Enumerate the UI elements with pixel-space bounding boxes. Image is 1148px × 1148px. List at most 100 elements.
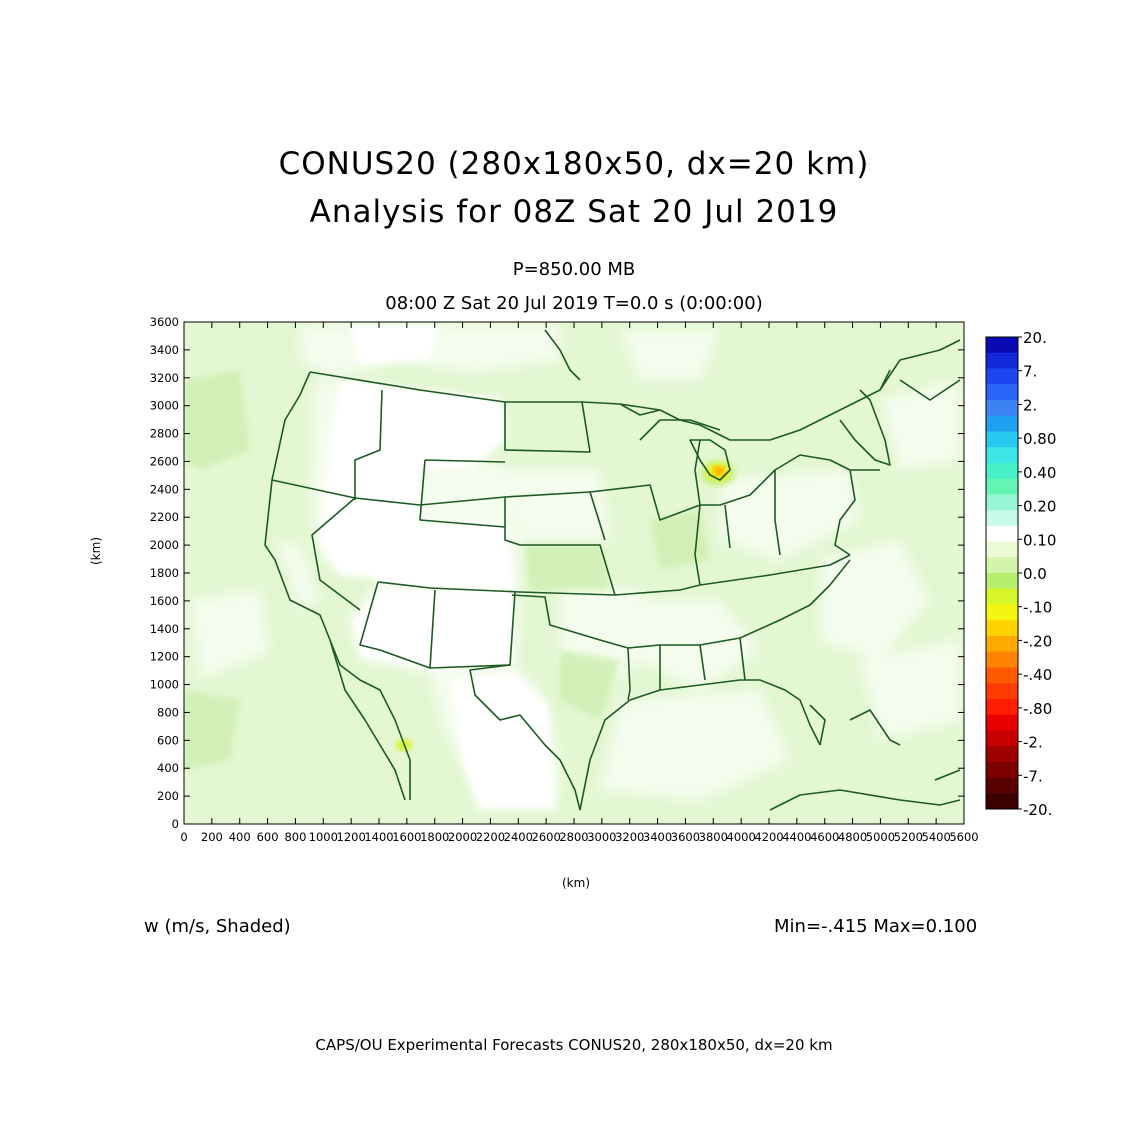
colorbar-swatch — [986, 730, 1018, 747]
colorbar-swatch — [986, 525, 1018, 543]
x-tick-label: 4200 — [754, 830, 783, 844]
x-tick-label: 3800 — [699, 830, 728, 844]
x-tick-label: 3200 — [615, 830, 644, 844]
x-tick-label: 3600 — [671, 830, 700, 844]
y-tick-label: 0 — [172, 817, 179, 831]
colorbar-swatch — [986, 337, 1018, 354]
y-tick-label: 600 — [157, 733, 179, 747]
x-tick-label: 2400 — [504, 830, 533, 844]
colorbar-label: -.40 — [1023, 666, 1052, 684]
x-tick-label: 4800 — [838, 830, 867, 844]
y-tick-label: 400 — [157, 761, 179, 775]
y-axis-label: (km) — [89, 536, 103, 565]
x-tick-label: 4600 — [810, 830, 839, 844]
colorbar-swatch — [986, 698, 1018, 716]
y-tick-label: 3200 — [150, 371, 179, 385]
colorbar-label: 0.20 — [1023, 498, 1056, 516]
colorbar-swatch — [986, 588, 1018, 605]
x-tick-label: 600 — [257, 830, 279, 844]
x-tick-label: 1000 — [309, 830, 338, 844]
y-tick-label: 1000 — [150, 678, 179, 692]
colorbar-label: 20. — [1023, 329, 1047, 347]
colorbar-swatch — [986, 415, 1018, 432]
x-tick-label: 5200 — [894, 830, 923, 844]
colorbar-label: 7. — [1023, 363, 1037, 381]
x-tick-label: 1800 — [420, 830, 449, 844]
map-outlines — [264, 329, 961, 811]
y-tick-label: 2800 — [150, 427, 179, 441]
x-axis-ticks: 0 200 400 600 800 100012001400160018002000220… — [180, 322, 979, 844]
colorbar-label: -.20 — [1023, 632, 1052, 650]
colorbar-swatch — [986, 604, 1018, 621]
colorbar-label: 0.40 — [1023, 464, 1056, 482]
x-tick-label: 2200 — [476, 830, 505, 844]
colorbar-label: -20. — [1023, 801, 1052, 819]
pressure-level-label: P=850.00 MB — [512, 259, 636, 280]
michigan — [689, 439, 731, 481]
w-field-shading — [184, 322, 964, 824]
y-tick-label: 1400 — [150, 622, 179, 636]
x-tick-label: 1400 — [364, 830, 393, 844]
x-tick-label: 4400 — [782, 830, 811, 844]
y-tick-label: 2400 — [150, 482, 179, 496]
chart-title-line2: Analysis for 08Z Sat 20 Jul 2019 — [309, 194, 839, 230]
colorbar-swatch — [986, 368, 1018, 385]
x-tick-label: 200 — [201, 830, 223, 844]
x-tick-label: 1200 — [337, 830, 366, 844]
y-tick-label: 2600 — [150, 454, 179, 468]
y-tick-label: 1200 — [150, 650, 179, 664]
x-tick-label: 800 — [284, 830, 306, 844]
colorbar-label: -.10 — [1023, 599, 1052, 617]
colorbar-swatch — [986, 573, 1018, 590]
x-tick-label: 2000 — [448, 830, 477, 844]
x-axis-label: (km) — [562, 876, 591, 890]
colorbar-swatch — [986, 447, 1018, 464]
x-tick-label: 400 — [229, 830, 251, 844]
colorbar-swatch — [986, 557, 1018, 574]
colorbar-swatch — [986, 793, 1018, 810]
colorbar-swatch — [986, 620, 1018, 637]
y-tick-label: 200 — [157, 789, 179, 803]
x-tick-label: 5600 — [949, 830, 978, 844]
colorbar-swatch — [986, 462, 1018, 480]
chart-title-line1: CONUS20 (280x180x50, dx=20 km) — [278, 146, 870, 182]
west-coast — [264, 371, 411, 800]
y-tick-label: 1600 — [150, 594, 179, 608]
colorbar: 20. 7. 2. 0.80 0.40 0.20 0.10 0.0 -.10 -.20 -.40 -.… — [985, 329, 1056, 819]
y-tick-label: 2200 — [150, 510, 179, 524]
y-tick-label: 800 — [157, 705, 179, 719]
colorbar-swatch — [986, 761, 1018, 779]
colorbar-swatch — [986, 494, 1018, 511]
x-tick-label: 3400 — [643, 830, 672, 844]
y-tick-label: 3000 — [150, 399, 179, 413]
colorbar-label: -.80 — [1023, 700, 1052, 718]
y-tick-label: 3600 — [150, 315, 179, 329]
colorbar-swatch — [986, 384, 1018, 401]
x-tick-label: 3000 — [587, 830, 616, 844]
x-tick-label: 2600 — [532, 830, 561, 844]
y-tick-label: 3400 — [150, 343, 179, 357]
colorbar-label: -2. — [1023, 734, 1043, 752]
colorbar-label: -7. — [1023, 767, 1043, 785]
y-tick-label: 2000 — [150, 538, 179, 552]
colorbar-swatch — [986, 478, 1018, 495]
colorbar-swatch — [986, 714, 1018, 731]
colorbar-swatch — [986, 541, 1018, 558]
footer-credit: CAPS/OU Experimental Forecasts CONUS20, … — [315, 1036, 833, 1054]
colorbar-swatch — [986, 399, 1018, 417]
colorbar-swatch — [986, 667, 1018, 684]
y-axis-ticks: 0 200 400 600 800 1000 1200 1400 1600 1800 2000 220… — [150, 315, 964, 831]
x-tick-label: 4000 — [727, 830, 756, 844]
y-tick-label: 1800 — [150, 566, 179, 580]
min-max-label: Min=-.415 Max=0.100 — [774, 916, 978, 937]
x-tick-label: 2800 — [559, 830, 588, 844]
colorbar-swatch — [986, 746, 1018, 763]
colorbar-label: 0.10 — [1023, 531, 1056, 549]
x-tick-label: 5400 — [922, 830, 951, 844]
colorbar-swatch — [986, 635, 1018, 653]
valid-time-label: 08:00 Z Sat 20 Jul 2019 T=0.0 s (0:00:00… — [385, 293, 763, 314]
colorbar-label: 2. — [1023, 396, 1037, 414]
field-label: w (m/s, Shaded) — [144, 916, 291, 937]
colorbar-label: 0.80 — [1023, 430, 1056, 448]
